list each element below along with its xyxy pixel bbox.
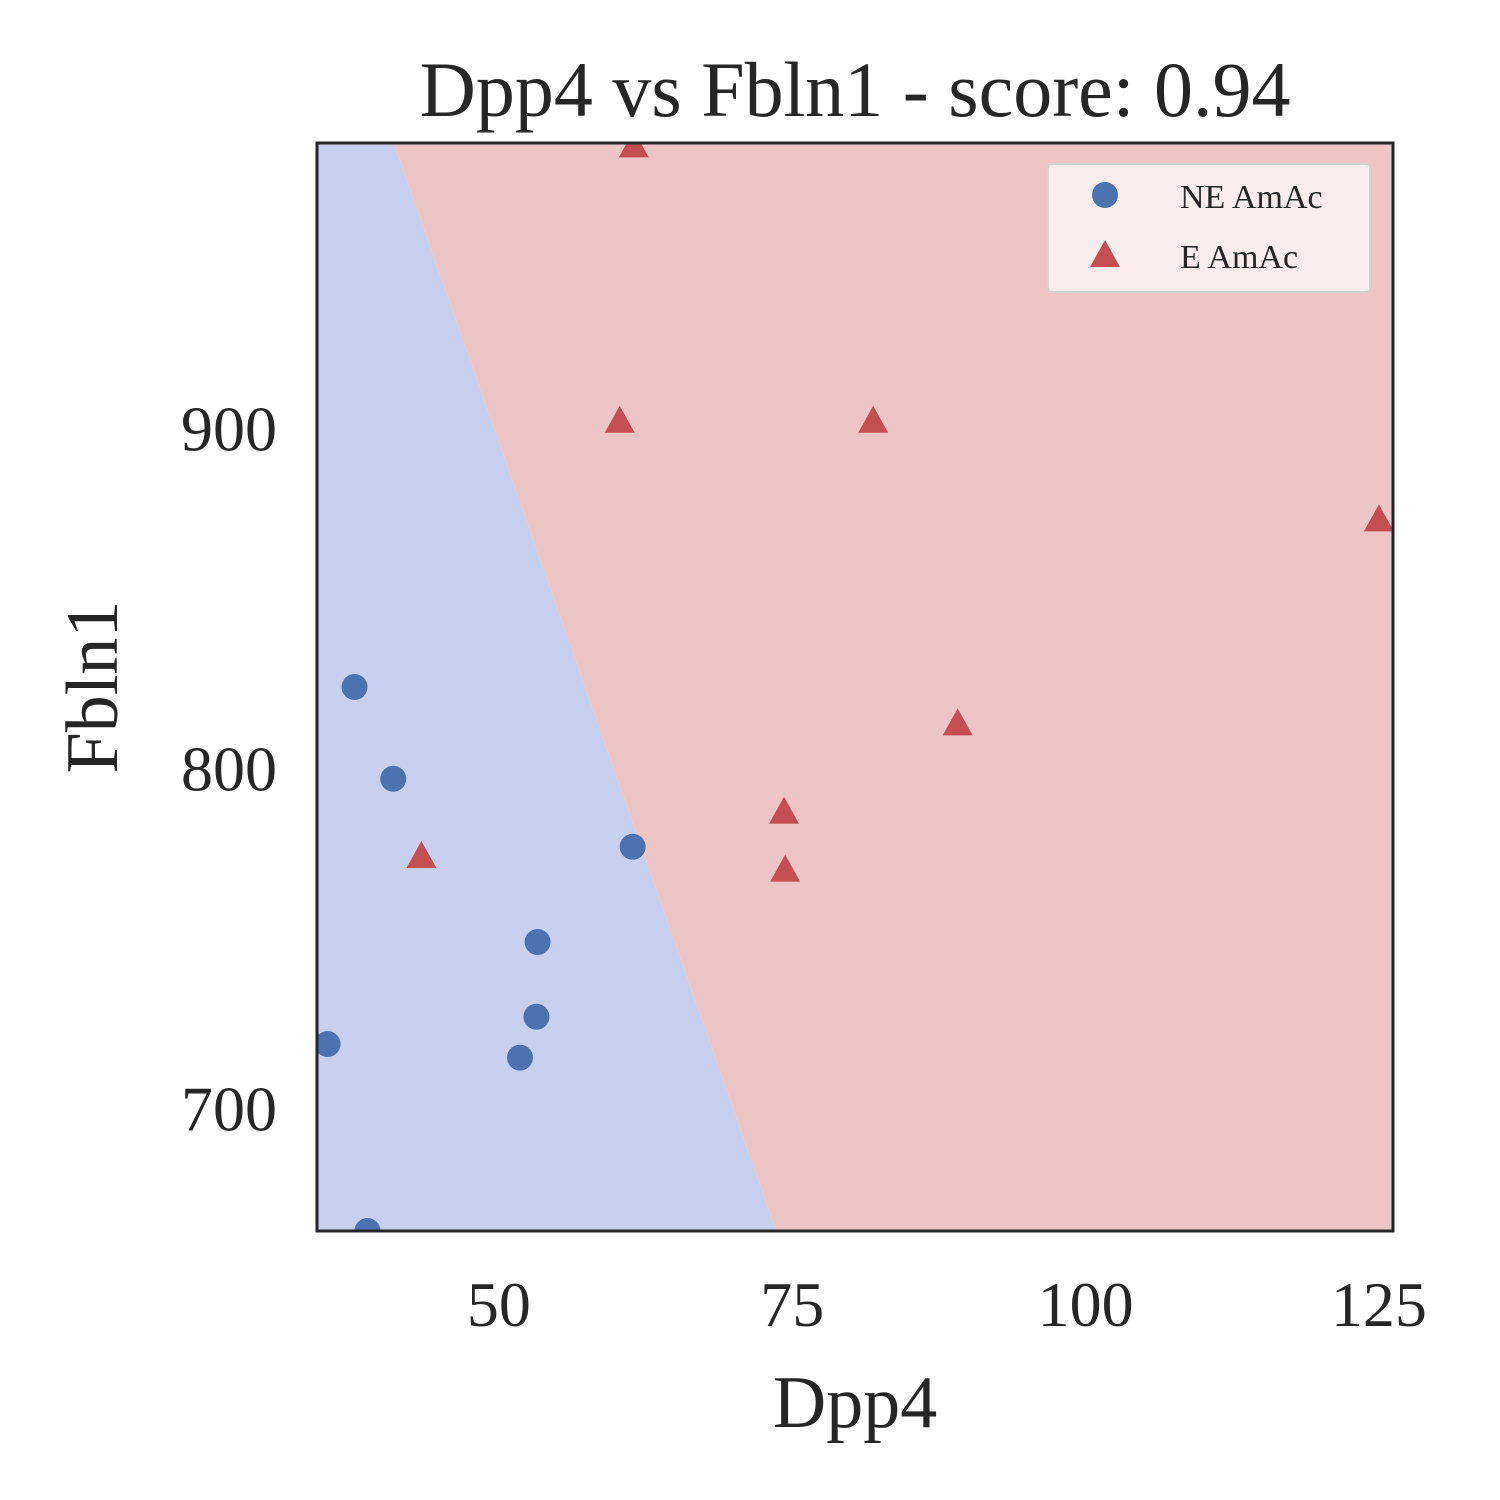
chart-title: Dpp4 vs Fbln1 - score: 0.94 — [420, 46, 1291, 133]
legend-label-e-amac: E AmAc — [1180, 239, 1298, 276]
legend-marker-ne-amac — [1092, 182, 1118, 208]
data-point-e-amac-7 — [1363, 504, 1393, 532]
x-axis-label: Dpp4 — [773, 1362, 937, 1444]
data-point-e-amac-6 — [942, 708, 973, 736]
data-point-ne-amac-6 — [524, 929, 551, 955]
data-point-ne-amac-3 — [354, 1218, 381, 1231]
data-point-e-amac-1 — [604, 405, 635, 433]
data-point-e-amac-5 — [858, 405, 889, 433]
x-tick-label-0: 50 — [467, 1269, 531, 1340]
data-point-ne-amac-2 — [380, 765, 407, 792]
data-point-e-amac-0 — [406, 841, 437, 868]
data-point-ne-amac-4 — [506, 1044, 533, 1071]
y-tick-label-2: 900 — [181, 394, 277, 465]
x-tick-label-3: 125 — [1331, 1269, 1427, 1340]
y-tick-label-1: 800 — [181, 734, 277, 805]
plot-frame — [315, 141, 1395, 1233]
region-ne-amac — [317, 143, 777, 1231]
data-point-ne-amac-1 — [341, 674, 368, 700]
data-point-e-amac-2 — [618, 143, 649, 158]
x-tick-label-2: 100 — [1038, 1269, 1134, 1340]
y-axis-label: Fbln1 — [52, 601, 134, 774]
y-tick-label-0: 700 — [181, 1074, 277, 1145]
data-point-e-amac-4 — [770, 854, 801, 882]
data-point-ne-amac-0 — [317, 1031, 341, 1057]
legend-label-ne-amac: NE AmAc — [1180, 179, 1323, 216]
data-point-ne-amac-7 — [619, 833, 646, 860]
plot-area — [317, 143, 1393, 1231]
region-e-amac — [393, 143, 1393, 1231]
data-point-ne-amac-5 — [523, 1003, 550, 1030]
y-tick-labels: 700 800 900 — [181, 394, 277, 1145]
legend: NE AmAc E AmAc — [1047, 163, 1371, 293]
data-point-e-amac-3 — [769, 796, 800, 824]
x-tick-label-1: 75 — [760, 1269, 824, 1340]
legend-box — [1047, 163, 1371, 293]
legend-marker-e-amac — [1090, 240, 1120, 267]
x-tick-labels: 50 75 100 125 — [467, 1269, 1427, 1340]
